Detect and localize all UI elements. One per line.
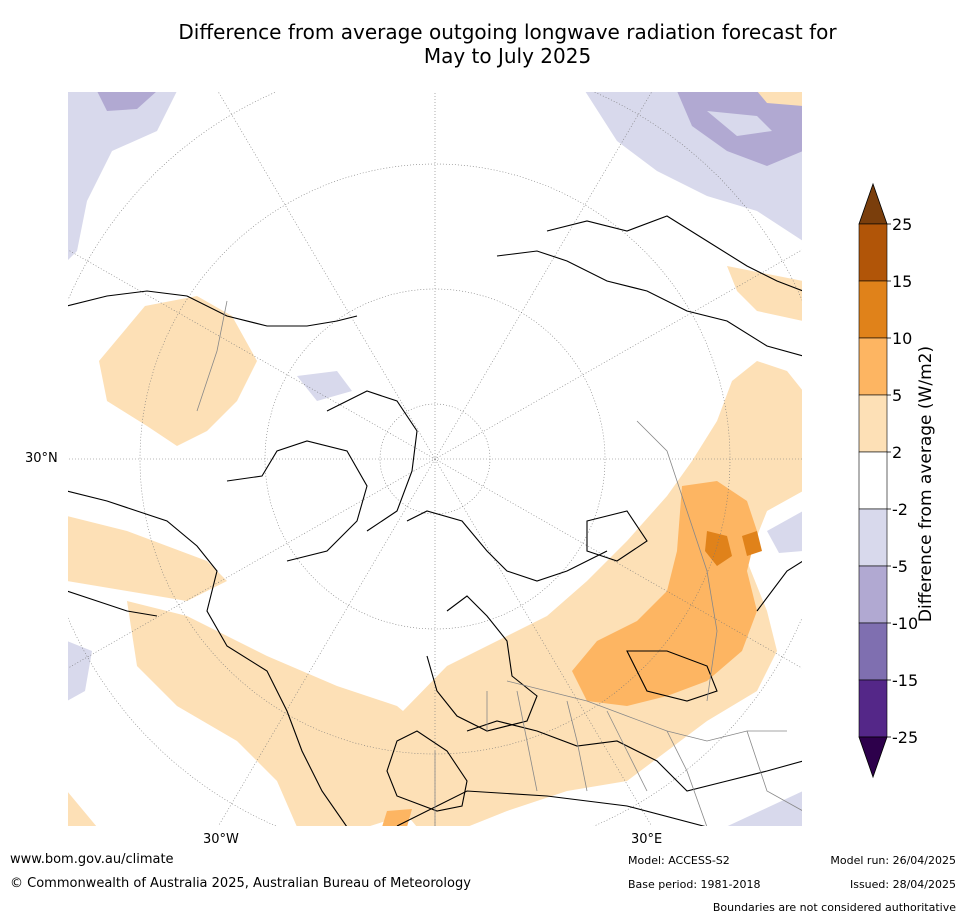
colorbar-segment xyxy=(858,622,888,681)
colorbar-segment xyxy=(858,451,888,510)
colorbar-extend-bottom xyxy=(858,736,888,779)
colorbar-tick-label: 25 xyxy=(892,215,912,234)
colorbar-tick-label: -10 xyxy=(892,614,918,633)
chart-title: Difference from average outgoing longwav… xyxy=(0,20,965,68)
colorbar-tick-label: 15 xyxy=(892,272,912,291)
colorbar-tick-label: 10 xyxy=(892,329,912,348)
colorbar-segment xyxy=(858,280,888,339)
colorbar-ticks: 25 15 10 5 2 -2 -5 -10 -15 -25 xyxy=(887,215,918,747)
issued-date: Issued: 28/04/2025 xyxy=(849,878,956,891)
title-line-2: May to July 2025 xyxy=(423,44,592,68)
polar-map xyxy=(67,91,803,827)
lon-label-30e: 30°E xyxy=(631,832,663,847)
model-name: Model: ACCESS-S2 xyxy=(628,854,730,867)
colorbar-segment xyxy=(858,508,888,567)
lat-label-30n: 30°N xyxy=(25,451,58,466)
colorbar-segment xyxy=(858,394,888,453)
colorbar-segment xyxy=(858,679,888,738)
model-run: Model run: 26/04/2025 xyxy=(830,854,956,867)
colorbar-tick-label: 2 xyxy=(892,443,902,462)
colorbar-label: Difference from average (W/m2) xyxy=(916,345,936,623)
country-borders xyxy=(196,300,803,827)
colorbar-segments xyxy=(858,182,888,779)
website-link[interactable]: www.bom.gov.au/climate xyxy=(10,852,174,867)
colorbar-tick-label: 5 xyxy=(892,386,902,405)
anomaly-hole xyxy=(707,111,772,136)
colorbar-extend-top xyxy=(858,182,888,225)
base-period: Base period: 1981-2018 xyxy=(628,878,761,891)
positive-anomaly-regions-strong xyxy=(705,531,762,566)
colorbar-segment xyxy=(858,565,888,624)
colorbar-tick-label: -2 xyxy=(892,500,908,519)
copyright-text: © Commonwealth of Australia 2025, Austra… xyxy=(10,876,471,891)
colorbar-segment xyxy=(858,223,888,282)
colorbar-tick-label: -25 xyxy=(892,728,918,747)
title-line-1: Difference from average outgoing longwav… xyxy=(178,20,837,44)
coastlines xyxy=(67,215,803,827)
colorbar-segment xyxy=(858,337,888,396)
colorbar: 25 15 10 5 2 -2 -5 -10 -15 -25 xyxy=(858,182,918,779)
lon-label-30w: 30°W xyxy=(203,832,239,847)
positive-anomaly-regions xyxy=(67,91,803,827)
boundaries-disclaimer: Boundaries are not considered authoritat… xyxy=(712,901,956,914)
colorbar-tick-label: -5 xyxy=(892,557,908,576)
colorbar-tick-label: -15 xyxy=(892,671,918,690)
